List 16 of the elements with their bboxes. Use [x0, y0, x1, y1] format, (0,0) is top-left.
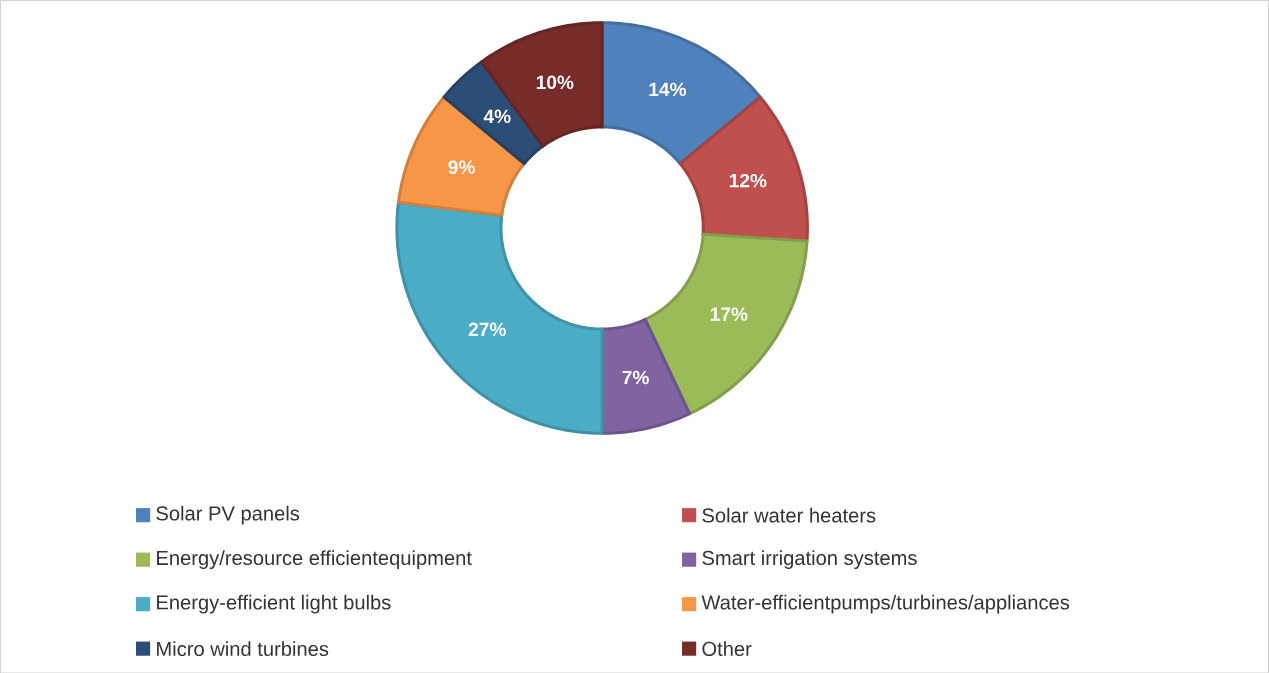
data-label: 9% [448, 160, 475, 174]
data-label: 14% [649, 82, 687, 96]
data-label: 4% [483, 109, 511, 123]
legend-label: Solar PV panels [156, 505, 300, 525]
legend-label: Water-efficientpumps/turbines/appliances [701, 594, 1070, 614]
data-label: 7% [622, 370, 649, 385]
data-label: 10% [536, 75, 574, 89]
legend-label: Micro wind turbines [157, 641, 329, 656]
legend-label: Solar water heaters [702, 507, 876, 523]
legend-label: Smart irrigation systems [702, 550, 917, 569]
data-label: 12% [729, 173, 767, 188]
data-label: 27% [468, 322, 506, 336]
legend-label: Other [702, 641, 752, 656]
legend-label: Energy-efficient light bulbs [157, 594, 391, 614]
legend-label: Energy/resource efficientequipment [157, 550, 472, 569]
data-label: 17% [710, 307, 748, 321]
